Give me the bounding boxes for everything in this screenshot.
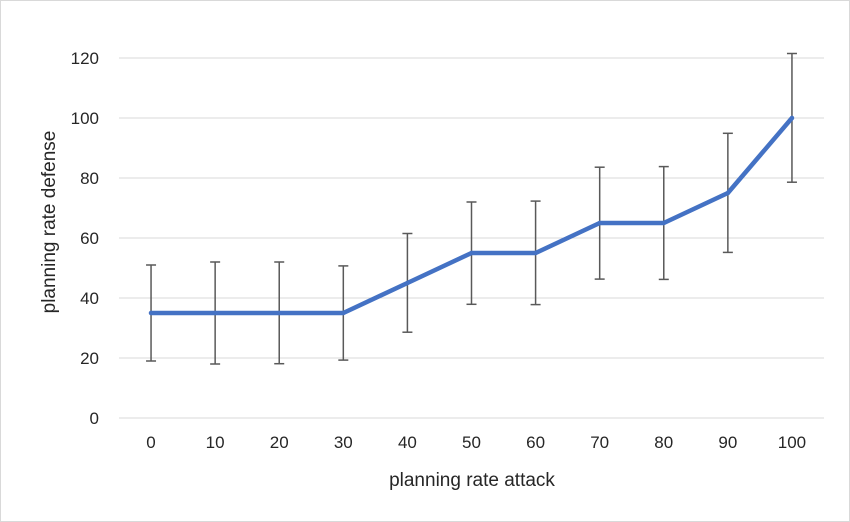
x-tick-label: 20 [270,433,289,452]
data-point [661,220,666,226]
data-point [533,250,538,256]
y-tick-label: 100 [71,109,99,128]
y-tick-label: 60 [80,229,99,248]
x-tick-label: 60 [526,433,545,452]
x-tick-label: 50 [462,433,481,452]
y-tick-label: 0 [90,409,99,428]
data-point [597,220,602,226]
x-axis-title: planning rate attack [389,470,555,491]
y-tick-label: 20 [80,349,99,368]
data-point [725,190,731,196]
y-tick-labels: 0 20 40 60 80 100 120 [71,49,99,428]
data-point [148,310,154,316]
x-tick-label: 100 [778,433,806,452]
x-tick-label: 40 [398,433,417,452]
data-point [469,250,474,256]
data-point [405,280,410,286]
x-tick-label: 0 [146,433,155,452]
data-point [212,310,218,316]
data-point [341,310,346,316]
x-tick-label: 10 [206,433,225,452]
data-point [277,310,282,316]
y-tick-label: 40 [80,289,99,308]
data-point [789,115,795,121]
x-tick-label: 90 [718,433,737,452]
y-tick-label: 120 [71,49,99,68]
x-tick-label: 70 [590,433,609,452]
series-line-group [148,115,795,316]
x-tick-labels: 0 10 20 30 40 50 60 70 80 90 100 [146,433,806,452]
x-tick-label: 80 [654,433,673,452]
y-axis-title: planning rate defense [39,131,60,314]
x-tick-label: 30 [334,433,353,452]
y-tick-label: 80 [80,169,99,188]
